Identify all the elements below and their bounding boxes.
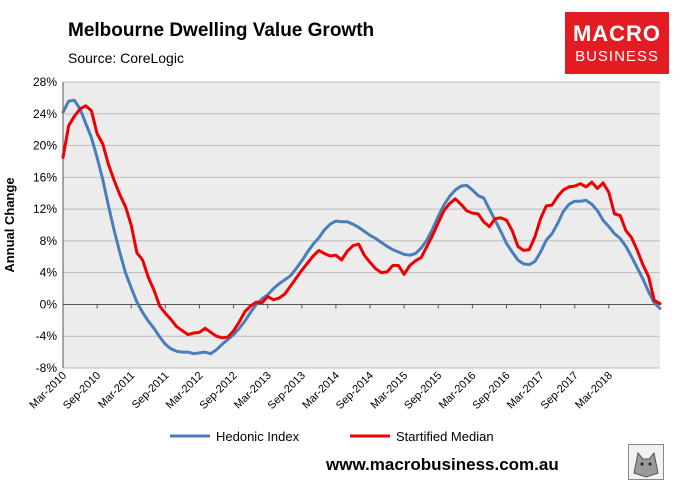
y-tick-labels: 28% 24% 20% 16% 12% 8% 4% 0% -4% -8% (33, 75, 57, 375)
legend: Hedonic Index Startified Median (170, 429, 494, 444)
series-lines (61, 98, 662, 356)
legend-label-median: Startified Median (396, 429, 494, 444)
x-tick-labels: Mar-2010Sep-2010Mar-2011Sep-2011Mar-2012… (27, 370, 615, 412)
axes (62, 82, 660, 368)
wolf-logo-icon (628, 444, 664, 480)
y-tick-label: 4% (40, 266, 58, 280)
y-tick-label: -8% (36, 361, 58, 375)
plot-area (63, 82, 660, 368)
logo-line-2: BUSINESS (575, 48, 659, 65)
x-tick-label: Sep-2010 (61, 370, 103, 412)
y-tick-label: 12% (33, 202, 57, 216)
x-tick-label: Mar-2018 (573, 370, 615, 412)
macro-business-logo[interactable]: MACRO BUSINESS (565, 12, 669, 74)
series-line-startified-median (61, 104, 662, 340)
chart-source: Source: CoreLogic (68, 50, 184, 66)
y-tick-label: 8% (40, 234, 58, 248)
legend-label-hedonic: Hedonic Index (216, 429, 300, 444)
y-tick-label: 16% (33, 170, 57, 184)
series-line-hedonic-index (61, 98, 662, 356)
y-tick-label: -4% (36, 329, 58, 343)
y-tick-label: 24% (33, 107, 57, 121)
website-url[interactable]: www.macrobusiness.com.au (326, 455, 559, 474)
logo-line-1: MACRO (572, 21, 662, 46)
y-tick-label: 20% (33, 139, 57, 153)
y-tick-label: 0% (40, 297, 58, 311)
y-axis-label: Annual Change (2, 177, 17, 272)
y-tick-label: 28% (33, 75, 57, 89)
chart-title: Melbourne Dwelling Value Growth (68, 20, 375, 41)
